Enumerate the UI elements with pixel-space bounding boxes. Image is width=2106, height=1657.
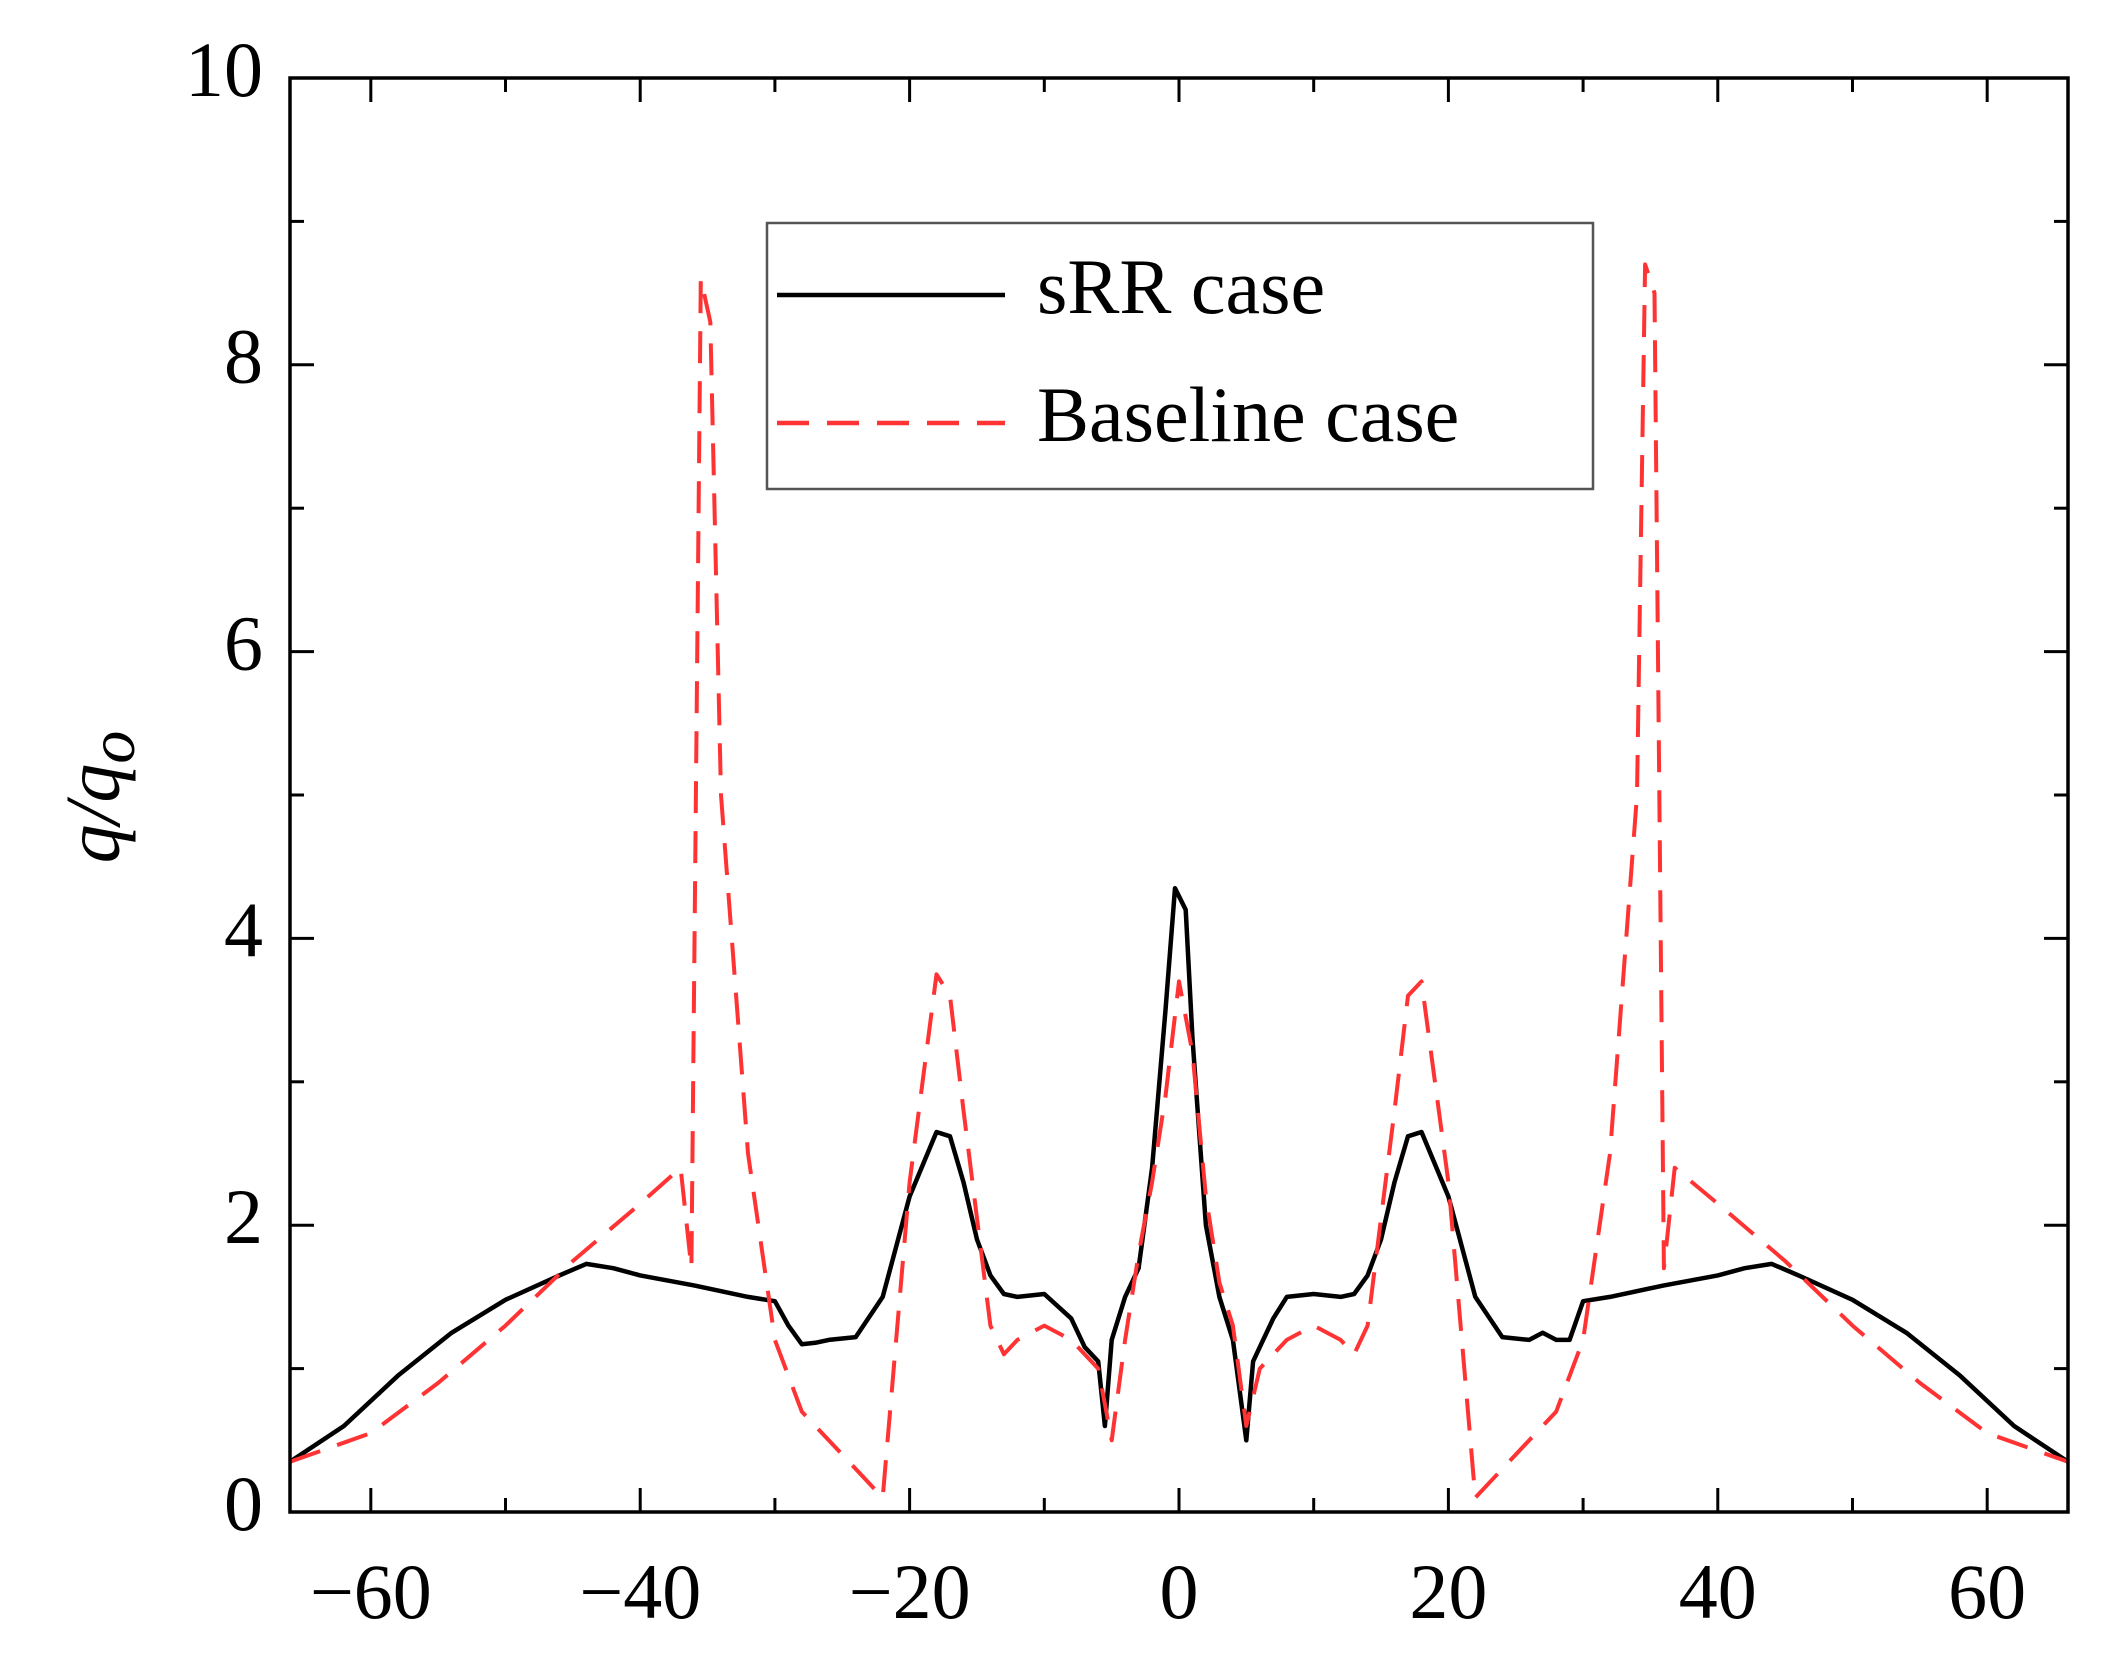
y-tick-label: 4 <box>224 886 263 973</box>
x-tick-label: 60 <box>1948 1548 2026 1635</box>
plot-frame <box>288 76 2070 1514</box>
x-tick-label: 20 <box>1409 1548 1487 1635</box>
y-axis-label: q/qo <box>49 731 149 864</box>
y-tick-label: 6 <box>224 600 263 687</box>
y-axis-label-main: q/q <box>49 764 136 864</box>
y-tick-label: 10 <box>185 26 263 113</box>
y-tick-label: 2 <box>224 1173 263 1260</box>
x-tick-label: −20 <box>849 1548 971 1635</box>
legend-box <box>765 221 1595 491</box>
legend-label: Baseline case <box>1037 371 1459 458</box>
x-tick-label: 0 <box>1160 1548 1199 1635</box>
y-axis-label-sub: o <box>76 731 149 764</box>
x-tick-label: −40 <box>579 1548 701 1635</box>
legend-label: sRR case <box>1037 243 1325 330</box>
series-line <box>288 885 2070 1464</box>
series-line <box>289 262 2069 1500</box>
x-tick-label: −60 <box>310 1548 432 1635</box>
x-tick-label: 40 <box>1679 1548 1757 1635</box>
y-tick-label: 0 <box>224 1460 263 1547</box>
y-tick-label: 8 <box>224 313 263 400</box>
